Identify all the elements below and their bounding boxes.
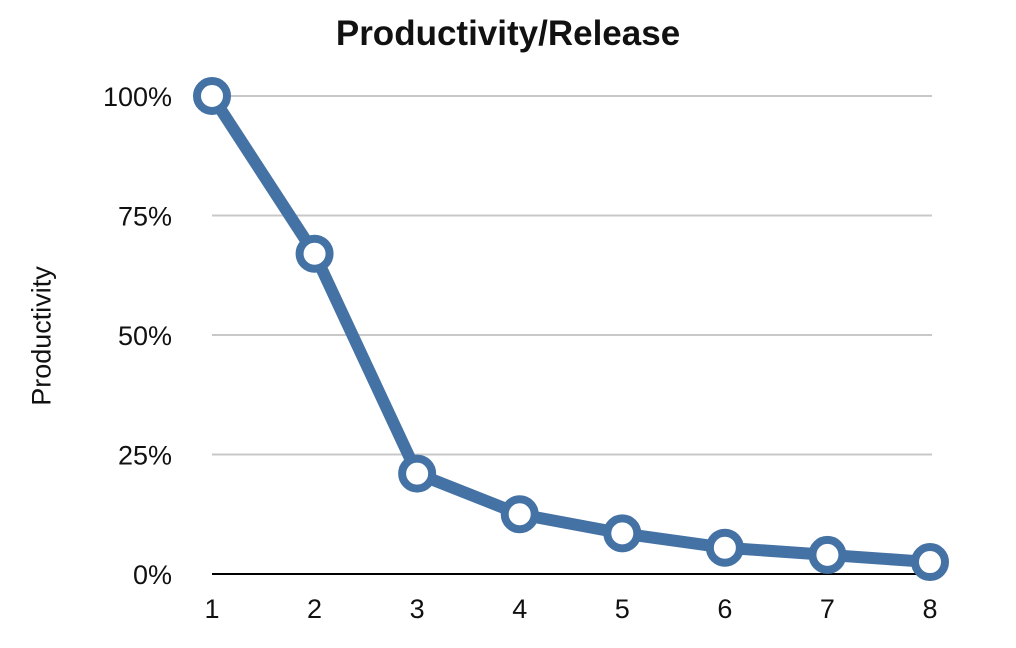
y-tick-label: 25%	[118, 441, 172, 471]
x-tick-label: 5	[615, 594, 630, 624]
data-point	[911, 543, 949, 582]
data-point	[705, 528, 744, 567]
series-line	[206, 90, 936, 569]
x-tick-label: 1	[204, 594, 219, 624]
data-point	[193, 77, 231, 115]
chart-title: Productivity/Release	[335, 14, 681, 53]
y-tick-label: 75%	[118, 202, 172, 232]
y-tick-labels: 0% 25% 50% 75% 100%	[103, 82, 172, 590]
data-point	[603, 514, 642, 553]
x-tick-label: 6	[717, 594, 732, 624]
y-tick-label: 100%	[103, 82, 172, 112]
gridlines	[212, 95, 932, 575]
x-tick-label: 3	[410, 594, 425, 624]
data-point	[295, 234, 334, 273]
x-tick-label: 4	[512, 594, 527, 624]
data-point	[398, 454, 437, 493]
data-point	[500, 495, 539, 534]
data-point	[808, 535, 847, 574]
y-tick-label: 0%	[133, 560, 172, 590]
y-tick-label: 50%	[118, 321, 172, 351]
series-group	[193, 77, 949, 582]
x-tick-label: 2	[307, 594, 322, 624]
x-tick-label: 7	[820, 594, 835, 624]
x-tick-labels: 1 2 3 4 5 6 7 8	[204, 594, 937, 624]
x-tick-label: 8	[922, 594, 937, 624]
